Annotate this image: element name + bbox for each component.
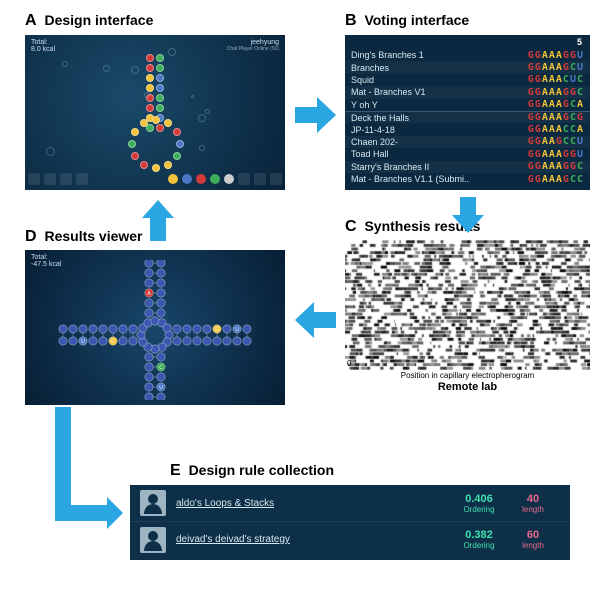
voting-rows: Ding's Branches 1GGAAAGGUBranchesGGAAAGC… bbox=[345, 49, 590, 185]
sequence: GGAAACUC bbox=[528, 74, 584, 85]
voting-row[interactable]: Toad HallGGAAAGGU bbox=[345, 148, 590, 160]
label-a-title: Design interface bbox=[44, 12, 153, 28]
gel-caption: Remote lab bbox=[345, 381, 590, 393]
label-d-letter: D bbox=[25, 228, 37, 245]
gel-image bbox=[345, 240, 590, 370]
toolbar-button[interactable] bbox=[76, 173, 88, 185]
gel-axis-origin: 0 bbox=[347, 359, 351, 368]
design-name: Chaen 202- bbox=[351, 137, 528, 147]
metric-length: 60length bbox=[506, 529, 560, 550]
panel-a-toolbar bbox=[28, 171, 282, 187]
panel-b-header-count: 5 bbox=[577, 37, 582, 47]
label-b-title: Voting interface bbox=[364, 12, 469, 28]
design-name: Y oh Y bbox=[351, 100, 528, 110]
rule-row[interactable]: aldo's Loops & Stacks0.406Ordering40leng… bbox=[130, 485, 570, 521]
panel-a-user: jeehyung Chat Player Online (50) bbox=[227, 39, 279, 52]
svg-text:U: U bbox=[159, 385, 163, 391]
sequence: GGAAAGCG bbox=[528, 112, 584, 123]
design-name: JP-11-4-18 bbox=[351, 125, 528, 135]
toolbar-button[interactable] bbox=[60, 173, 72, 185]
sequence: GGAAAGGC bbox=[528, 87, 584, 98]
voting-row[interactable]: SquidGGAAACUC bbox=[345, 74, 590, 86]
sequence: GGAAGCCU bbox=[528, 136, 584, 147]
sequence: GGAAAGCA bbox=[528, 99, 584, 110]
metric-ordering: 0.382Ordering bbox=[452, 529, 506, 550]
arrow-b-to-c-icon bbox=[450, 195, 486, 235]
palette-dot[interactable] bbox=[196, 174, 206, 184]
arrow-d-to-a-icon bbox=[140, 198, 176, 243]
label-a: A Design interface bbox=[25, 12, 153, 30]
voting-row[interactable]: BranchesGGAAAGCU bbox=[345, 61, 590, 73]
toolbar-button[interactable] bbox=[238, 173, 250, 185]
panel-design-rules: aldo's Loops & Stacks0.406Ordering40leng… bbox=[130, 485, 570, 560]
avatar-icon bbox=[140, 490, 166, 516]
voting-row[interactable]: Chaen 202-GGAAGCCU bbox=[345, 136, 590, 148]
arrow-a-to-b-icon bbox=[293, 95, 338, 135]
panel-a-username: jeehyung bbox=[227, 39, 279, 46]
sequence: GGAAAGCU bbox=[528, 62, 584, 73]
panel-synthesis-results: 0 Position in capillary electropherogram… bbox=[345, 240, 590, 400]
sequence: GGAAACCA bbox=[528, 124, 584, 135]
palette-dot[interactable] bbox=[224, 174, 234, 184]
sequence: GGAAAGGU bbox=[528, 149, 584, 160]
voting-row[interactable]: Y oh YGGAAAGCA bbox=[345, 99, 590, 111]
voting-row[interactable]: Deck the HallsGGAAAGCG bbox=[345, 111, 590, 123]
label-a-letter: A bbox=[25, 12, 37, 29]
arrow-d-to-e-icon bbox=[45, 405, 125, 575]
palette-dot[interactable] bbox=[168, 174, 178, 184]
panel-results-viewer: Total: -47.5 kcal GUGUACU bbox=[25, 250, 285, 405]
rule-name: deivad's deivad's strategy bbox=[176, 534, 452, 545]
design-name: Branches bbox=[351, 63, 528, 73]
toolbar-button[interactable] bbox=[44, 173, 56, 185]
svg-text:U: U bbox=[235, 327, 239, 333]
palette-dot[interactable] bbox=[182, 174, 192, 184]
design-name: Mat - Branches V1 bbox=[351, 87, 528, 97]
gel-xlabel: Position in capillary electropherogram bbox=[345, 371, 590, 380]
design-name: Starry's Branches II bbox=[351, 162, 528, 172]
toolbar-button[interactable] bbox=[270, 173, 282, 185]
rule-name: aldo's Loops & Stacks bbox=[176, 498, 452, 509]
design-name: Deck the Halls bbox=[351, 113, 528, 123]
sequence: GGAAAGGU bbox=[528, 50, 584, 61]
metric-length: 40length bbox=[506, 493, 560, 514]
svg-text:G: G bbox=[111, 339, 115, 345]
rule-row[interactable]: deivad's deivad's strategy0.382Ordering6… bbox=[130, 521, 570, 557]
voting-row[interactable]: JP-11-4-18GGAAACCA bbox=[345, 123, 590, 135]
svg-text:G: G bbox=[215, 327, 219, 333]
rna-structure-d: GUGUACU bbox=[25, 260, 285, 400]
voting-row[interactable]: Mat - Branches V1GGAAAGGC bbox=[345, 86, 590, 98]
toolbar-button[interactable] bbox=[28, 173, 40, 185]
design-name: Squid bbox=[351, 75, 528, 85]
panel-voting-interface: 5 Ding's Branches 1GGAAAGGUBranchesGGAAA… bbox=[345, 35, 590, 190]
metric-ordering: 0.406Ordering bbox=[452, 493, 506, 514]
panel-a-status: Total: 8.0 kcal bbox=[31, 39, 55, 53]
label-c-letter: C bbox=[345, 218, 357, 235]
design-name: Mat - Branches V1.1 (Submi.. bbox=[351, 174, 528, 184]
voting-row[interactable]: Mat - Branches V1.1 (Submi..GGAAAGCC bbox=[345, 173, 590, 185]
sequence: GGAAAGCC bbox=[528, 174, 584, 185]
rna-structure-a bbox=[115, 53, 195, 163]
design-name: Toad Hall bbox=[351, 149, 528, 159]
design-name: Ding's Branches 1 bbox=[351, 50, 528, 60]
panel-design-interface: Total: 8.0 kcal jeehyung Chat Player Onl… bbox=[25, 35, 285, 190]
voting-row[interactable]: Starry's Branches IIGGAAAGGC bbox=[345, 161, 590, 173]
label-e: E Design rule collection bbox=[170, 462, 334, 480]
arrow-c-to-d-icon bbox=[293, 300, 338, 340]
label-e-letter: E bbox=[170, 462, 181, 479]
sequence: GGAAAGGC bbox=[528, 161, 584, 172]
label-e-title: Design rule collection bbox=[189, 462, 334, 478]
label-b: B Voting interface bbox=[345, 12, 469, 30]
label-b-letter: B bbox=[345, 12, 357, 29]
svg-text:C: C bbox=[159, 365, 163, 371]
voting-row[interactable]: Ding's Branches 1GGAAAGGU bbox=[345, 49, 590, 61]
label-d: D Results viewer bbox=[25, 228, 143, 246]
label-d-title: Results viewer bbox=[44, 228, 142, 244]
svg-text:U: U bbox=[81, 339, 85, 345]
toolbar-button[interactable] bbox=[254, 173, 266, 185]
panel-a-usersub: Chat Player Online (50) bbox=[227, 46, 279, 52]
palette-dot[interactable] bbox=[210, 174, 220, 184]
avatar-icon bbox=[140, 527, 166, 553]
